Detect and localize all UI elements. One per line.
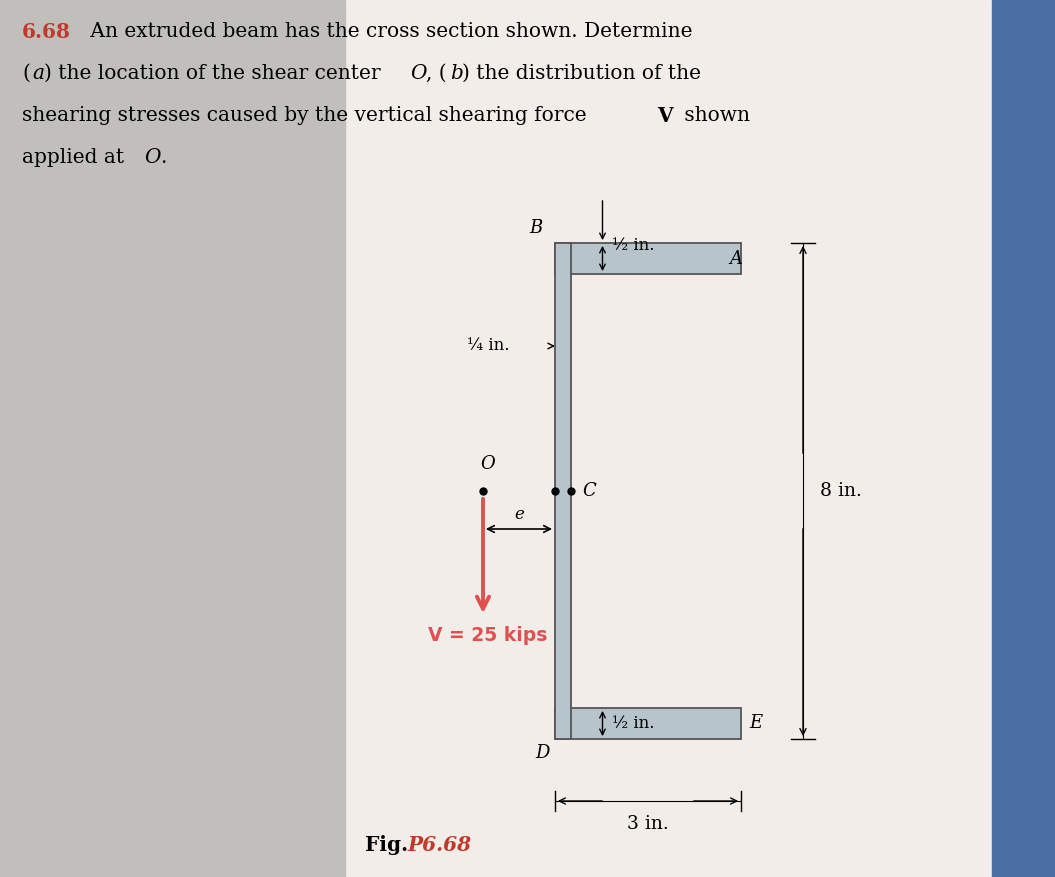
Text: e: e	[514, 506, 524, 523]
Text: 8 in.: 8 in.	[820, 482, 862, 500]
Text: ½ in.: ½ in.	[613, 238, 655, 254]
Text: B: B	[530, 219, 543, 237]
Bar	[0, 0, 345, 877]
Text: ) the location of the shear center: ) the location of the shear center	[44, 64, 387, 83]
Bar	[992, 0, 1055, 877]
Polygon shape	[555, 243, 571, 739]
Text: 6.68: 6.68	[22, 22, 71, 42]
Text: ½ in.: ½ in.	[613, 715, 655, 732]
Text: O: O	[410, 64, 426, 83]
Text: P6.68: P6.68	[407, 835, 472, 855]
Text: V = 25 kips: V = 25 kips	[428, 626, 548, 645]
Text: An extruded beam has the cross section shown. Determine: An extruded beam has the cross section s…	[84, 22, 692, 41]
Text: applied at: applied at	[22, 148, 131, 167]
Text: D: D	[536, 744, 550, 762]
Text: 3 in.: 3 in.	[627, 815, 669, 833]
Text: .: .	[160, 148, 167, 167]
Text: b: b	[450, 64, 463, 83]
Text: , (: , (	[426, 64, 446, 83]
Text: shown: shown	[678, 106, 750, 125]
Polygon shape	[555, 708, 741, 739]
Text: (: (	[22, 64, 30, 83]
Text: Fig.: Fig.	[365, 835, 415, 855]
Polygon shape	[555, 243, 741, 274]
Text: A: A	[729, 249, 742, 267]
Text: ) the distribution of the: ) the distribution of the	[462, 64, 701, 83]
Text: shearing stresses caused by the vertical shearing force: shearing stresses caused by the vertical…	[22, 106, 593, 125]
Text: a: a	[32, 64, 44, 83]
Text: O: O	[481, 455, 496, 473]
Text: C: C	[582, 482, 596, 500]
Text: ¼ in.: ¼ in.	[467, 338, 510, 354]
Text: O: O	[143, 148, 160, 167]
Text: V: V	[657, 106, 673, 126]
Text: E: E	[749, 715, 762, 732]
